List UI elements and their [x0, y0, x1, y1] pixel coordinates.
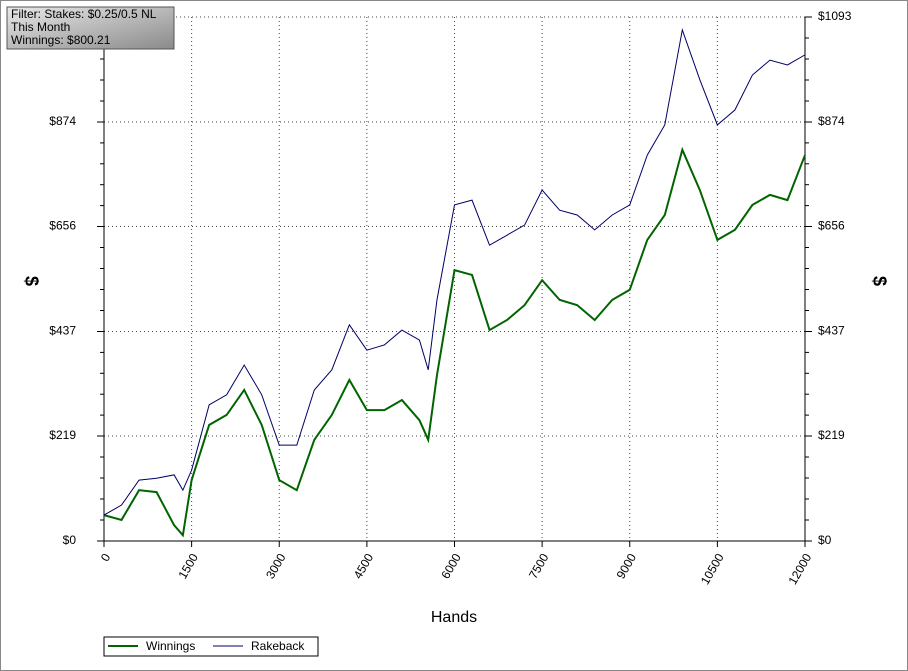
y2-tick-label: $437	[818, 324, 845, 338]
legend-label: Winnings	[146, 639, 195, 653]
x-axis-label: Hands	[431, 609, 477, 626]
series-line	[103, 28, 806, 516]
legend	[103, 636, 319, 657]
y-axis-label: $	[21, 276, 41, 286]
y2-axis-label: $	[869, 276, 889, 286]
y-tick-label: $0	[63, 533, 77, 547]
filter-text: Filter: Stakes: $0.25/0.5 NL	[11, 7, 157, 21]
filter-text: Winnings: $800.21	[11, 33, 111, 47]
y2-tick-label: $0	[818, 533, 832, 547]
series-line	[103, 146, 806, 538]
filter-text: This Month	[11, 20, 70, 34]
y-tick-label: $437	[49, 324, 76, 338]
y2-tick-label: $874	[818, 114, 845, 128]
plot: $0 $0 $219 $219 $437 $437 $656 $656 $874 $874 $109…	[43, 9, 852, 587]
y-tick-label: $656	[49, 219, 76, 233]
y2-tick-label: $1093	[818, 9, 852, 23]
legend-label: Rakeback	[251, 639, 305, 653]
y-tick-label: $219	[49, 428, 76, 442]
y-tick-label: $874	[49, 114, 76, 128]
y2-tick-label: $219	[818, 428, 845, 442]
filter-box	[6, 6, 175, 50]
y2-tick-label: $656	[818, 219, 845, 233]
